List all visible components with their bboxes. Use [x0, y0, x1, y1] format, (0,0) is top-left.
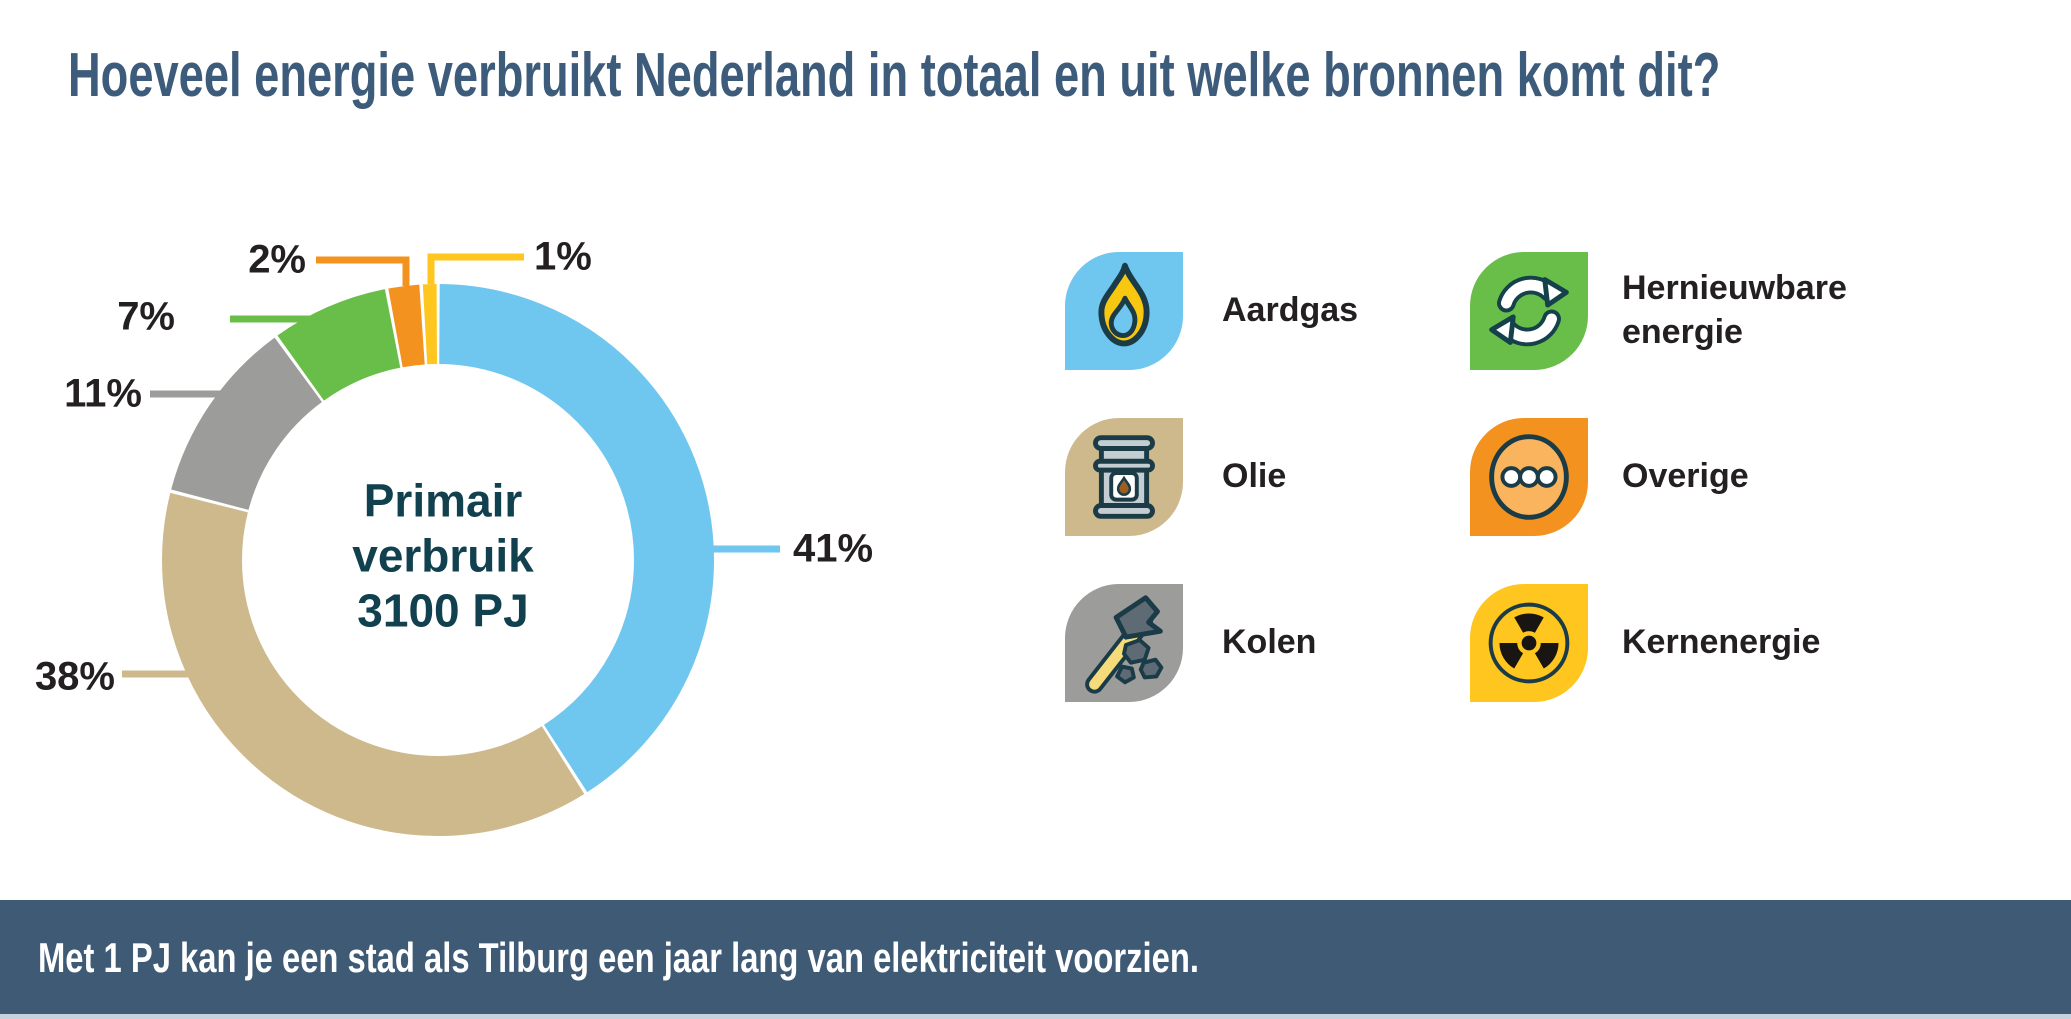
- callout-line-kernenergie: [427, 253, 524, 284]
- donut-center-label: Primair verbruik 3100 PJ: [352, 474, 534, 639]
- oil-barrel-icon: [1093, 435, 1155, 519]
- footer-bottom-strip: [0, 1014, 2071, 1019]
- recycle-icon: [1489, 275, 1569, 347]
- donut-value-label-olie: 38%: [34, 654, 115, 699]
- legend-label-kolen: Kolen: [1222, 623, 1317, 662]
- ellipsis-icon: [1489, 434, 1569, 520]
- legend-tile-kolen: [1065, 584, 1183, 702]
- legend-tile-aardgas: [1065, 252, 1183, 370]
- donut-center-line-3: 3100 PJ: [357, 584, 529, 637]
- footer-bar: Met 1 PJ kan je een stad als Tilburg een…: [0, 900, 2071, 1019]
- donut-center-line-2: verbruik: [352, 529, 534, 582]
- legend-tile-olie: [1065, 418, 1183, 536]
- legend-tile-overige: [1470, 418, 1588, 536]
- radiation-icon: [1488, 602, 1570, 684]
- legend-label-olie: Olie: [1222, 457, 1287, 496]
- donut-value-label-kernenergie: 1%: [534, 234, 592, 279]
- footer-text: Met 1 PJ kan je een stad als Tilburg een…: [38, 933, 1199, 981]
- donut-value-label-overige: 2%: [248, 237, 306, 282]
- donut-value-label-hernieuwbare-energie: 7%: [117, 294, 175, 339]
- flame-icon: [1098, 262, 1150, 347]
- page-title: Hoeveel energie verbruikt Nederland in t…: [68, 41, 1721, 110]
- legend-tile-hernieuwbare-energie: [1470, 252, 1588, 370]
- legend-tile-kernenergie: [1470, 584, 1588, 702]
- legend-label-kernenergie: Kernenergie: [1622, 623, 1821, 662]
- legend-label-hernieuwbare-energie: Hernieuwbare energie: [1622, 269, 1847, 351]
- donut-value-label-aardgas: 41%: [793, 526, 874, 571]
- donut-center-line-1: Primair: [363, 474, 523, 527]
- legend-label-aardgas: Aardgas: [1222, 291, 1359, 330]
- legend-label-overige: Overige: [1622, 457, 1749, 496]
- hammer-coal-icon: [1085, 595, 1164, 694]
- callout-line-overige: [316, 256, 410, 286]
- donut-value-label-kolen: 11%: [64, 371, 142, 416]
